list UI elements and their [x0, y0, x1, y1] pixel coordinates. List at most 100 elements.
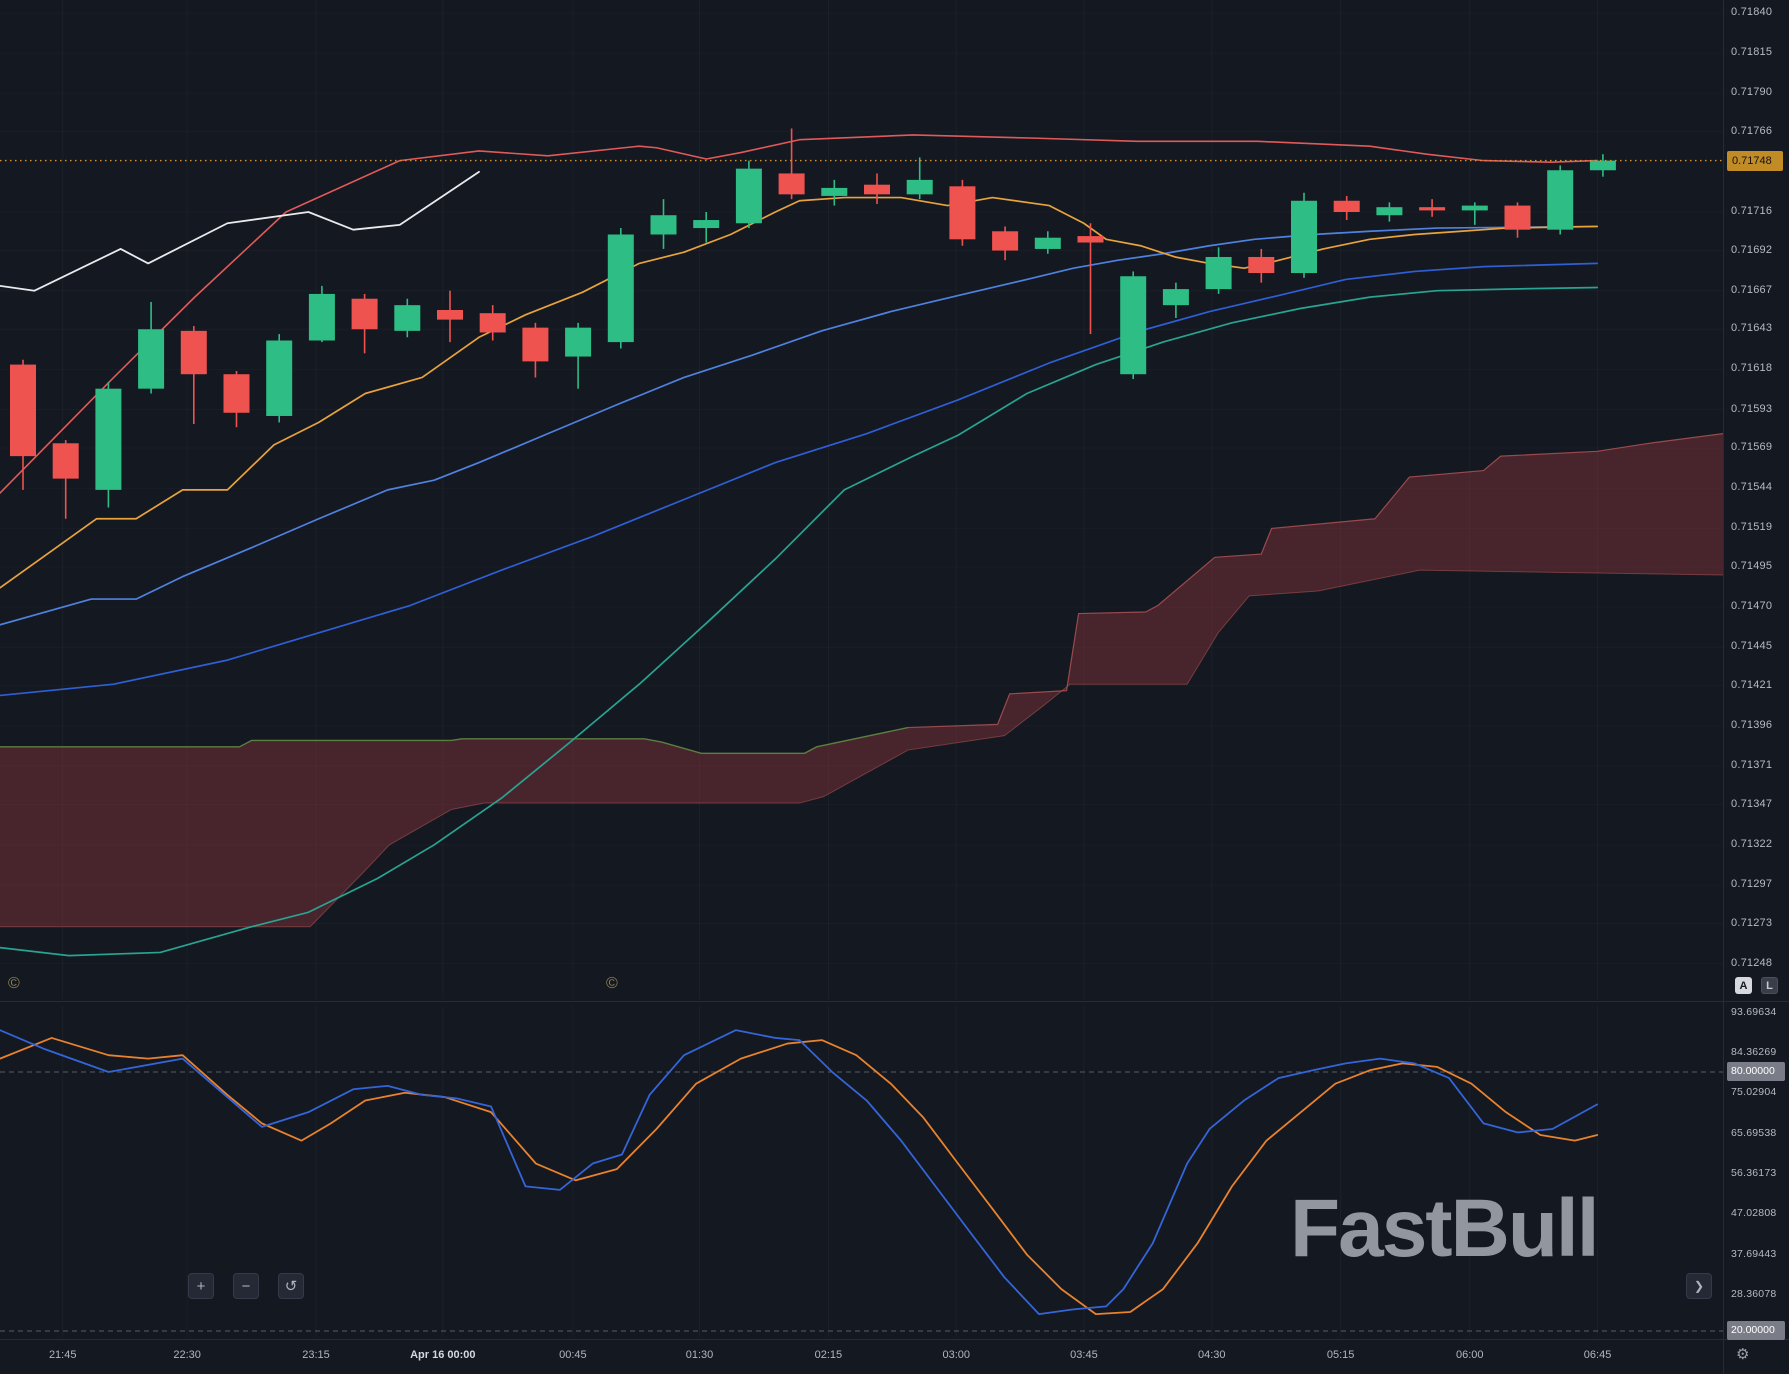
candle: [437, 290, 463, 343]
time-axis-label: 02:15: [814, 1349, 843, 1361]
candle: [778, 128, 805, 200]
time-axis-label: 06:45: [1583, 1349, 1612, 1361]
cloud-upper-edge-green: [0, 726, 909, 754]
candle: [650, 199, 677, 249]
price-axis-label: 0.71248: [1731, 956, 1773, 969]
time-axis-label: 00:45: [559, 1349, 587, 1361]
candle: [266, 334, 293, 423]
candle: [735, 160, 762, 229]
white-ma-line: [0, 170, 480, 292]
settings-gear-icon[interactable]: ⚙: [1736, 1346, 1750, 1363]
candle: [1333, 195, 1360, 221]
orange-ma-line: [0, 196, 1599, 589]
price-axis-label: 0.71495: [1731, 559, 1773, 572]
candle: [351, 293, 378, 354]
stoch-k-line: [0, 1029, 1599, 1316]
price-axis-label: 0.71618: [1731, 362, 1773, 375]
stoch-axis-label: 28.36078: [1731, 1287, 1777, 1300]
candle: [52, 440, 79, 519]
candle: [864, 173, 890, 204]
candle: [223, 371, 250, 428]
price-axis-label: 0.71815: [1731, 46, 1773, 58]
cloud-upper-edge-red: [907, 433, 1723, 729]
candle: [693, 212, 720, 243]
teal-ma-line: [0, 286, 1599, 957]
price-axis-label: 0.71297: [1731, 877, 1773, 890]
axis-auto-scale-button[interactable]: A: [1735, 977, 1752, 994]
stoch-axis-label: 47.02808: [1731, 1207, 1777, 1220]
candle: [522, 322, 549, 378]
stoch-axis-label: 93.69634: [1731, 1005, 1777, 1018]
price-axis-label: 0.71421: [1731, 678, 1773, 691]
ichimoku-cloud: [0, 433, 1723, 927]
candle: [607, 228, 634, 349]
brand-watermark: FastBull: [1290, 1183, 1599, 1274]
stochastic-canvas[interactable]: [0, 1006, 1723, 1337]
time-axis-label: 03:00: [942, 1349, 971, 1361]
candle: [180, 326, 207, 425]
main-gridlines: [0, 0, 1723, 999]
time-axis-label: 23:15: [302, 1349, 330, 1361]
price-axis-label: 0.71371: [1731, 759, 1773, 772]
time-axis-label: 21:45: [48, 1349, 77, 1361]
candle: [308, 285, 335, 343]
pane-separator[interactable]: [0, 1001, 1789, 1002]
red-upper-band-line: [0, 134, 1599, 494]
time-axis-label: Apr 16 00:00: [410, 1349, 476, 1361]
candle: [138, 301, 165, 394]
price-axis-label: 0.71716: [1731, 205, 1773, 217]
candle: [992, 226, 1019, 261]
candle: [1547, 165, 1574, 235]
candle: [1504, 202, 1531, 238]
time-axis-label: 01:30: [685, 1349, 714, 1361]
candle: [821, 179, 848, 206]
candle: [1034, 231, 1061, 254]
candle: [906, 157, 933, 200]
time-axis-label: 05:15: [1326, 1349, 1355, 1361]
candle: [394, 298, 421, 338]
price-axis-label: 0.71643: [1731, 322, 1773, 335]
time-axis-label: 22:30: [173, 1349, 201, 1361]
candle: [1120, 271, 1147, 380]
stoch-level-badge: 20.00000: [1727, 1320, 1785, 1340]
time-axis-label: 03:45: [1070, 1349, 1098, 1361]
price-axis-label: 0.71322: [1731, 837, 1773, 850]
price-axis-label: 0.71667: [1731, 283, 1773, 296]
price-axis-label: 0.71544: [1731, 481, 1773, 494]
stoch-axis-label: 84.36269: [1731, 1046, 1777, 1059]
time-axis-border: [0, 1339, 1789, 1340]
stoch-level-badge: 80.00000: [1727, 1062, 1785, 1082]
price-axis-label: 0.71519: [1731, 521, 1773, 534]
price-axis-label: 0.71790: [1731, 86, 1773, 99]
price-axis-label: 0.71840: [1731, 5, 1773, 18]
last-price-badge: 0.71748: [1727, 150, 1783, 171]
candle: [1461, 202, 1488, 225]
candle: [1376, 202, 1403, 222]
price-axis-label: 0.71569: [1731, 441, 1773, 454]
cloud-lower-edge: [0, 569, 1723, 928]
price-axis-label: 0.71347: [1731, 797, 1773, 810]
stoch-axis-label: 37.69443: [1731, 1247, 1777, 1260]
price-chart-canvas[interactable]: [0, 0, 1723, 999]
stoch-gridlines: [62, 1006, 1599, 1337]
candle: [1162, 282, 1189, 319]
zoom-toolbar: + − ↺: [188, 1273, 304, 1299]
axis-log-scale-button[interactable]: L: [1761, 977, 1778, 994]
candle: [1419, 199, 1446, 217]
candle: [1589, 154, 1616, 177]
stoch-axis-label: 56.36173: [1731, 1167, 1777, 1180]
candle: [1205, 247, 1232, 294]
reset-view-button[interactable]: ↺: [278, 1273, 304, 1299]
price-axis[interactable]: 0.71748 A L ⚙ 0.71840 0.71815 0.71790 0.717…: [1723, 0, 1789, 1374]
scroll-right-button[interactable]: ❯: [1686, 1273, 1712, 1299]
price-axis-label: 0.71692: [1731, 243, 1773, 256]
stoch-d-line: [0, 1037, 1599, 1316]
zoom-in-button[interactable]: +: [188, 1273, 214, 1299]
blue-slow-ma-line: [0, 262, 1599, 697]
candle: [1291, 192, 1317, 278]
candle: [479, 305, 506, 341]
stoch-axis-label: 75.02904: [1731, 1086, 1777, 1099]
zoom-out-button[interactable]: −: [233, 1273, 259, 1299]
time-axis[interactable]: 21:45 22:30 23:15 Apr 16 00:00 00:45 01:30 02:…: [0, 1340, 1723, 1374]
